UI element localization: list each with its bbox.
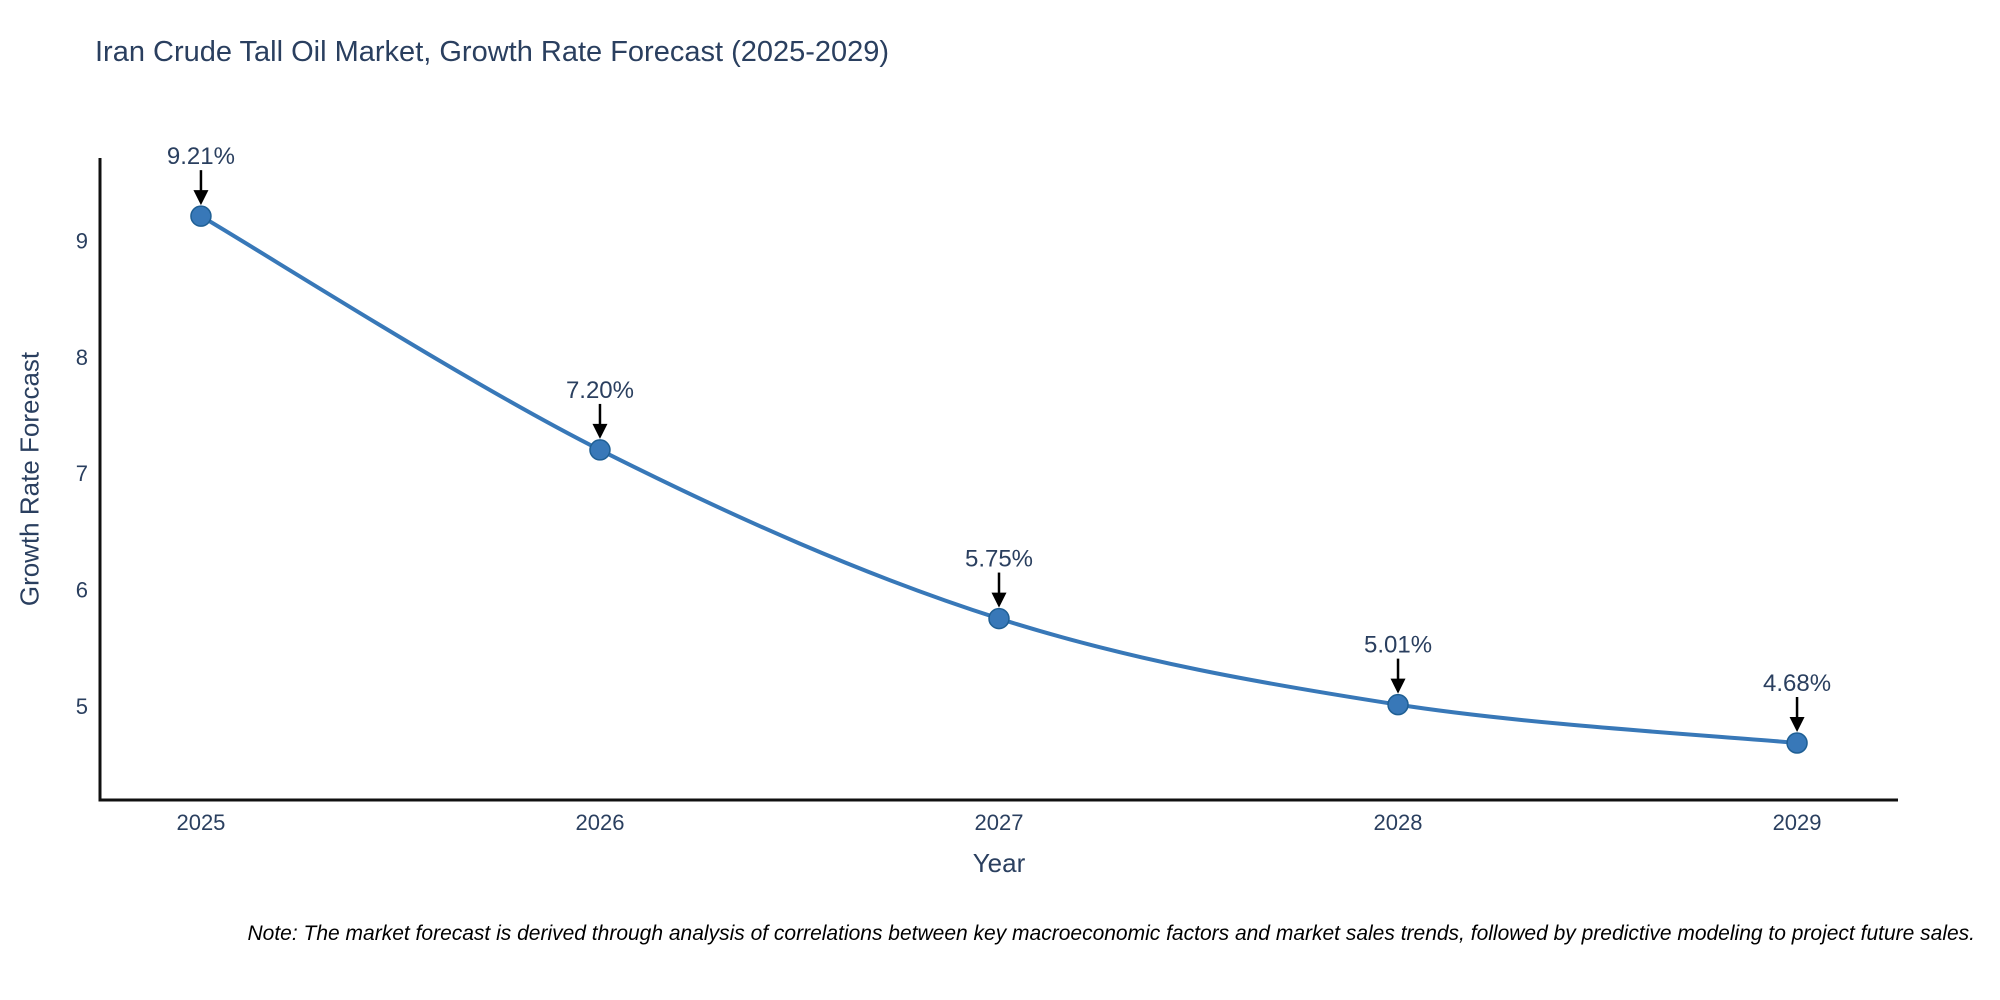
annotation-label: 5.75% <box>965 546 1033 573</box>
annotation-arrowhead <box>1789 717 1805 733</box>
annotation-label: 9.21% <box>167 143 235 170</box>
data-point-marker-2027 <box>988 607 1010 630</box>
y-tick-label: 7 <box>76 461 88 486</box>
y-tick-label: 6 <box>76 577 88 602</box>
y-tick-label: 8 <box>76 345 88 370</box>
y-tick-label: 9 <box>76 229 88 254</box>
annotation-arrowhead <box>991 592 1007 608</box>
footnote: Note: The market forecast is derived thr… <box>247 922 1976 945</box>
series-line <box>198 214 1800 746</box>
annotation-label: 5.01% <box>1364 632 1432 659</box>
data-point-marker-2026 <box>589 439 611 461</box>
annotation-arrowhead <box>592 423 608 439</box>
x-tick-label: 2027 <box>975 810 1024 835</box>
data-point-marker-2025 <box>190 205 212 227</box>
data-point-marker-2028 <box>1387 693 1409 716</box>
x-tick-label: 2028 <box>1374 810 1423 835</box>
x-tick-label: 2026 <box>575 810 624 835</box>
x-axis-title: Year <box>972 848 1026 878</box>
x-tick-label: 2029 <box>1773 810 1822 835</box>
x-tick-label: 2025 <box>176 810 225 835</box>
data-point-marker-2029 <box>1786 732 1808 754</box>
annotation-arrowhead <box>193 190 209 206</box>
y-tick-label: 5 <box>76 694 88 719</box>
chart-title: Iran Crude Tall Oil Market, Growth Rate … <box>95 36 890 68</box>
annotation-label: 4.68% <box>1763 670 1831 697</box>
annotation-arrowhead <box>1390 678 1406 694</box>
annotation-label: 7.20% <box>566 377 634 404</box>
